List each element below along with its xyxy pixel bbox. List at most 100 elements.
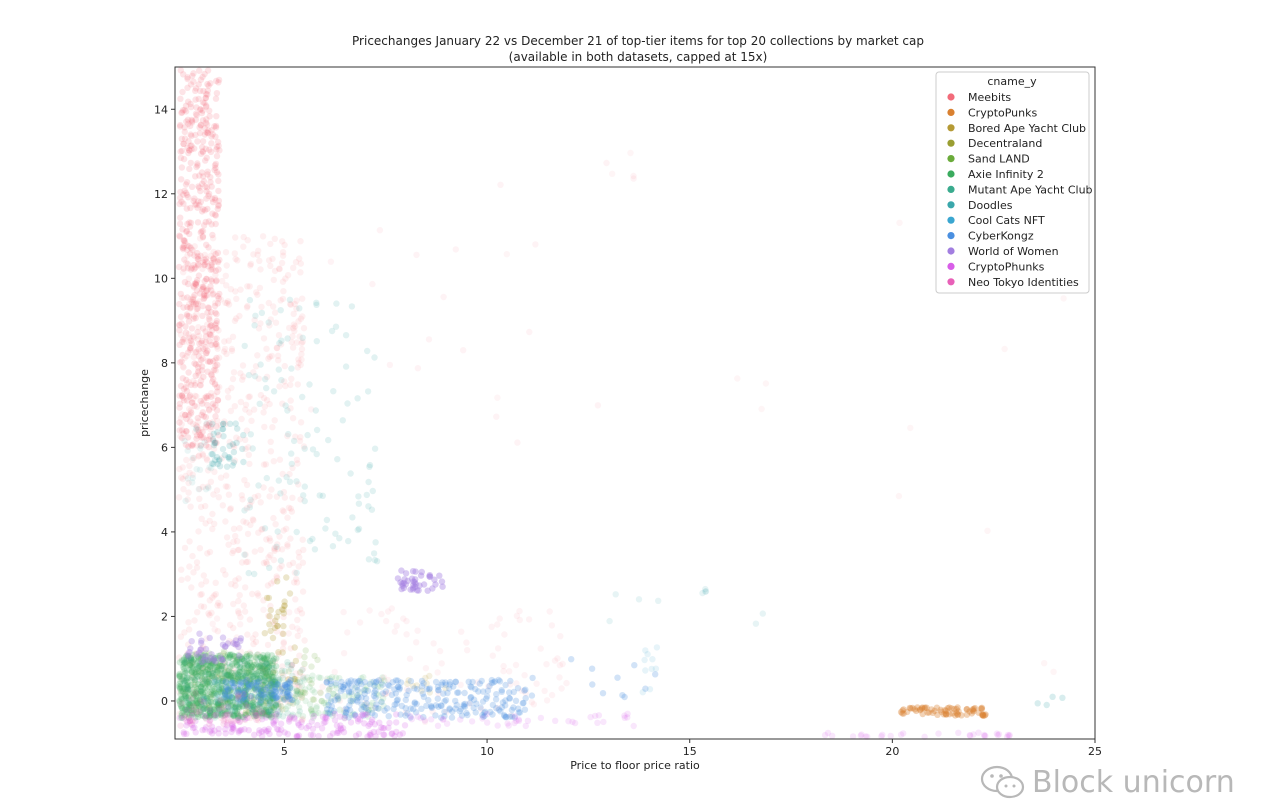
data-point [345,537,352,545]
data-point [238,655,245,663]
data-point [209,594,216,601]
data-point [197,381,205,389]
data-point [231,653,238,660]
data-point [215,177,222,185]
data-point [259,676,267,684]
data-point [188,264,196,272]
data-point [206,420,213,427]
data-point [263,711,271,719]
data-point [207,707,214,714]
data-point [268,352,275,360]
data-point [212,95,220,102]
data-point [191,252,198,259]
data-point [199,283,206,290]
data-point [255,482,262,489]
data-point [205,703,213,710]
legend-marker [947,278,955,286]
data-point [242,445,249,453]
data-point [190,284,198,291]
data-point [949,710,956,717]
data-point [272,663,280,670]
data-point [215,703,222,710]
data-point [176,701,184,708]
data-point [297,606,304,613]
data-point [929,709,936,716]
data-point [234,671,241,678]
data-point [252,363,260,370]
data-point [218,662,225,670]
data-point [178,695,185,703]
data-point [195,371,203,379]
data-point [235,608,242,615]
data-point [269,704,276,711]
data-point [262,670,269,677]
data-point [199,302,206,310]
data-point [185,489,192,496]
data-point [209,420,216,428]
data-point [298,339,305,347]
data-point [203,456,211,464]
data-point [208,661,215,668]
data-point [278,259,286,267]
data-point [183,227,190,235]
data-point [232,532,239,540]
data-point [371,354,378,361]
data-point [389,679,396,686]
data-point [198,208,206,215]
data-point [219,502,226,509]
data-point [896,219,903,226]
data-point [250,706,257,713]
data-point [969,707,977,714]
data-point [494,394,501,401]
data-point [189,674,196,681]
data-point [194,138,201,145]
data-point [221,345,229,353]
data-point [279,249,287,256]
data-point [289,559,297,567]
data-point [233,669,240,676]
data-point [194,276,201,284]
data-point [347,677,355,684]
legend-marker [947,201,955,209]
data-point [247,702,254,710]
data-point [262,698,269,705]
data-point [243,701,250,708]
data-point [186,300,193,308]
data-point [272,702,279,709]
data-point [235,694,242,701]
data-point [206,358,213,365]
data-point [968,710,975,717]
data-point [208,277,216,285]
data-point [261,423,268,431]
data-point [239,655,246,663]
data-point [202,328,209,335]
data-point [224,717,232,724]
data-point [333,300,340,307]
data-point [240,518,247,525]
data-point [612,591,619,598]
data-point [213,324,220,332]
data-point [271,686,278,693]
data-point [279,713,287,720]
data-point [219,708,226,715]
data-point [179,363,187,370]
data-point [310,712,318,720]
data-point [192,301,199,308]
data-point [257,320,264,327]
data-point [255,679,262,686]
data-point [250,696,258,703]
data-point [200,659,207,666]
data-point [262,699,270,706]
data-point [212,654,219,662]
data-point [253,675,260,682]
data-point [297,260,304,267]
data-point [197,672,204,679]
data-point [197,382,204,389]
data-point [242,691,249,698]
data-point [197,76,205,83]
data-point [184,116,192,124]
data-point [202,520,209,527]
data-point [209,691,216,699]
data-point [537,714,545,722]
data-point [181,679,189,686]
